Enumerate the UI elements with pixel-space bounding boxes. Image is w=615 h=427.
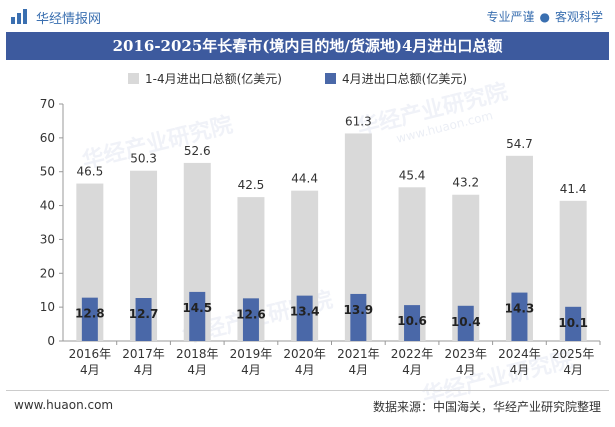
y-tick-label: 20 <box>40 266 55 280</box>
y-tick-label: 30 <box>40 232 55 246</box>
chart-legend: 1-4月进出口总额(亿美元) 4月进出口总额(亿美元) <box>0 68 615 88</box>
data-label-april: 12.8 <box>75 307 105 321</box>
data-label-april: 14.3 <box>505 302 535 316</box>
x-tick-label: 2023年 4月 <box>444 347 487 377</box>
y-tick-label: 40 <box>40 199 55 213</box>
footer-website: www.huaon.com <box>14 398 114 412</box>
data-label-total: 52.6 <box>184 144 211 158</box>
data-label-april: 10.1 <box>558 316 588 330</box>
data-label-april: 14.5 <box>182 301 212 315</box>
bar-april <box>350 293 367 341</box>
x-tick-label: 2018年 4月 <box>176 347 219 377</box>
bar-april <box>81 297 98 341</box>
bar-april <box>404 305 421 341</box>
data-label-april: 10.6 <box>397 314 427 328</box>
x-tick-label: 2021年 4月 <box>337 347 380 377</box>
brand-name: 华经情报网 <box>36 12 102 27</box>
tagline-left: 专业严谨 <box>486 10 535 24</box>
legend-label-april: 4月进出口总额(亿美元) <box>342 72 467 86</box>
y-tick-label: 50 <box>40 165 55 179</box>
legend-swatch-total <box>128 73 139 84</box>
data-label-april: 13.9 <box>344 303 374 317</box>
data-label-total: 54.7 <box>506 137 533 151</box>
y-tick-label: 60 <box>40 131 55 145</box>
y-tick-label: 0 <box>47 334 55 348</box>
bar-april <box>242 298 259 341</box>
data-label-april: 12.6 <box>236 307 266 321</box>
x-tick-label: 2024年 4月 <box>498 347 541 377</box>
y-tick-label: 70 <box>40 97 55 111</box>
bar-april <box>296 295 313 341</box>
legend-item-april: 4月进出口总额(亿美元) <box>325 70 467 87</box>
data-label-total: 42.5 <box>238 178 265 192</box>
data-label-total: 45.4 <box>399 168 426 182</box>
bar-april <box>457 305 474 341</box>
x-tick-label: 2017年 4月 <box>122 347 165 377</box>
data-label-total: 43.2 <box>452 176 479 190</box>
data-label-total: 50.3 <box>130 152 157 166</box>
x-tick-label: 2025年 4月 <box>552 347 595 377</box>
data-label-total: 61.3 <box>345 114 372 128</box>
bar-april <box>511 292 528 341</box>
tagline-separator: ● <box>539 10 550 24</box>
brand-logo-icon <box>11 9 27 24</box>
bar-april <box>189 291 206 341</box>
data-label-total: 44.4 <box>291 172 318 186</box>
x-tick-label: 2022年 4月 <box>391 347 434 377</box>
tagline-right: 客观科学 <box>554 10 603 24</box>
bar-april <box>135 298 152 341</box>
x-tick-label: 2016年 4月 <box>69 347 112 377</box>
data-label-april: 13.4 <box>290 305 320 319</box>
footer-source: 数据来源：中国海关，华经产业研究院整理 <box>372 400 601 414</box>
legend-swatch-april <box>325 73 336 84</box>
footer-divider <box>6 390 609 391</box>
data-label-april: 10.4 <box>451 315 481 329</box>
legend-item-total: 1-4月进出口总额(亿美元) <box>128 70 282 87</box>
data-label-april: 12.7 <box>129 307 159 321</box>
legend-label-total: 1-4月进出口总额(亿美元) <box>145 72 282 86</box>
tagline: 专业严谨 ● 客观科学 <box>486 8 603 25</box>
top-bar: 华经情报网 专业严谨 ● 客观科学 <box>0 0 615 32</box>
x-tick-label: 2019年 4月 <box>230 347 273 377</box>
data-label-total: 41.4 <box>560 182 587 196</box>
x-tick-label: 2020年 4月 <box>283 347 326 377</box>
y-tick-label: 10 <box>40 300 55 314</box>
chart-title: 2016-2025年长春市(境内目的地/货源地)4月进出口总额 <box>6 32 609 60</box>
data-label-total: 46.5 <box>76 165 103 179</box>
bar-april <box>565 306 582 341</box>
